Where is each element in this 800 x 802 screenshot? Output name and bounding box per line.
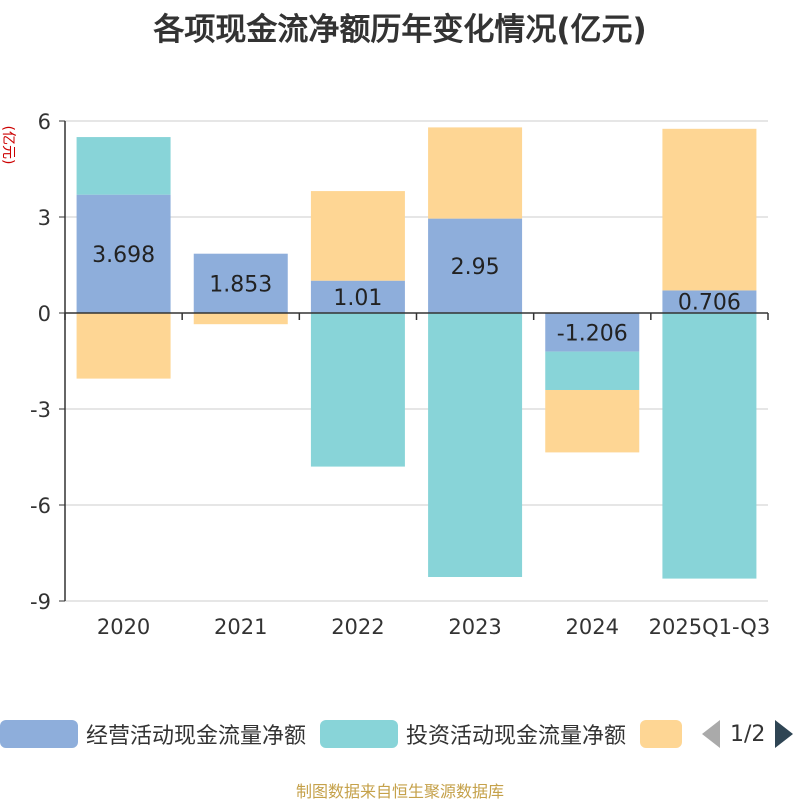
bar-1-2 [310, 313, 405, 467]
legend-page-indicator: 1/2 [730, 721, 766, 747]
legend-label-operating: 经营活动现金流量净额 [86, 724, 307, 749]
bar-1-0 [76, 137, 171, 195]
bar-2-1 [193, 313, 288, 325]
bar-0-3 [428, 218, 523, 313]
x-tick-label: 2025Q1-Q3 [649, 615, 771, 639]
bar-1-4 [545, 351, 640, 390]
legend-swatch-operating [0, 720, 78, 748]
legend: 经营活动现金流量净额 投资活动现金流量净额 1/2 [0, 716, 800, 752]
bar-2-4 [545, 389, 640, 453]
y-tick-label: 6 [38, 110, 51, 134]
data-label: 0.706 [678, 291, 741, 316]
x-tick-label: 2024 [566, 615, 619, 639]
data-label: 1.01 [333, 286, 382, 311]
bar-0-4 [545, 313, 640, 352]
legend-item-investing[interactable]: 投资活动现金流量净额 [320, 716, 626, 752]
legend-next-icon[interactable] [775, 720, 794, 748]
bar-group [76, 127, 757, 579]
bar-0-5 [662, 290, 757, 313]
x-tick-label: 2020 [97, 615, 150, 639]
y-axis-label: (亿元) [0, 126, 16, 165]
source-footer: 制图数据来自恒生聚源数据库 [295, 782, 504, 801]
data-label: -1.206 [557, 321, 628, 346]
x-tick-label: 2023 [448, 615, 501, 639]
y-tick-label: -9 [30, 590, 51, 614]
bar-1-5 [662, 313, 757, 579]
y-tick-label: 3 [38, 206, 51, 230]
legend-item-operating[interactable]: 经营活动现金流量净额 [0, 716, 306, 752]
data-label: 2.95 [451, 255, 500, 280]
x-tick-label: 2021 [214, 615, 267, 639]
bar-2-5 [662, 128, 757, 291]
y-tick-label: -6 [30, 494, 51, 518]
legend-swatch-investing [320, 720, 398, 748]
legend-swatch-financing [640, 720, 682, 748]
data-labels: 3.698 1.853 1.01 2.95 -1.206 0.706 [92, 243, 741, 346]
legend-item-financing[interactable] [640, 716, 682, 752]
legend-label-investing: 投资活动现金流量净额 [406, 724, 627, 749]
bar-0-2 [310, 280, 405, 313]
bar-1-3 [428, 313, 523, 577]
data-label: 3.698 [92, 243, 155, 268]
data-label: 1.853 [209, 272, 272, 297]
axes: -9 -6 -3 0 3 6 2020 2021 2022 2023 2024 2025Q1-Q3 [30, 110, 770, 639]
y-tick-label: -3 [30, 398, 51, 422]
legend-prev-icon[interactable] [702, 720, 720, 748]
grid-lines [65, 120, 768, 602]
chart-canvas: -9 -6 -3 0 3 6 2020 2021 2022 2023 2024 2025Q1-Q3 3… [0, 110, 770, 639]
x-tick-label: 2022 [331, 615, 384, 639]
bar-2-2 [310, 191, 405, 281]
y-tick-label: 0 [38, 302, 51, 326]
chart-title: 各项现金流净额历年变化情况(亿元) [153, 12, 647, 48]
bar-2-0 [76, 313, 171, 379]
legend-pager: 1/2 [702, 716, 794, 752]
bar-0-0 [76, 194, 171, 313]
bar-0-1 [193, 253, 288, 313]
bar-2-3 [428, 127, 523, 219]
